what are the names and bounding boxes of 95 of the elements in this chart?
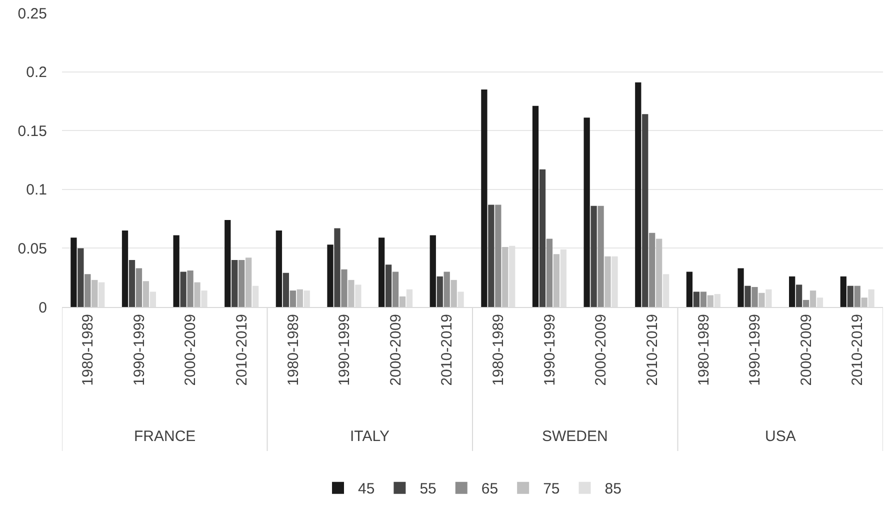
bar xyxy=(282,272,289,307)
bar xyxy=(341,269,348,307)
bar xyxy=(752,287,758,307)
x-tick-label: 2010-2019 xyxy=(644,314,661,386)
bar xyxy=(635,82,642,307)
x-tick-label: 1990-1999 xyxy=(541,314,558,386)
bar xyxy=(649,232,656,307)
bar xyxy=(539,169,546,307)
legend-label: 65 xyxy=(481,480,498,498)
bar xyxy=(444,272,450,307)
bar xyxy=(246,258,252,307)
x-tick-label: 2010-2019 xyxy=(438,314,456,386)
bar xyxy=(810,290,816,307)
bar xyxy=(693,292,700,307)
bar xyxy=(642,114,648,307)
bar xyxy=(238,260,245,307)
bar xyxy=(84,274,91,307)
y-tick-label: 0.05 xyxy=(18,240,47,258)
bar xyxy=(92,280,98,307)
bar xyxy=(861,298,868,307)
bar xyxy=(707,295,714,307)
x-tick-label: 2010-2019 xyxy=(849,314,866,386)
x-tick-label: 1980-1989 xyxy=(695,314,712,386)
bar xyxy=(789,276,796,307)
bar xyxy=(290,290,296,307)
x-tick-label: 2000-2009 xyxy=(592,314,610,386)
x-tick-label: 2010-2019 xyxy=(233,314,250,386)
bar xyxy=(590,206,597,307)
bar xyxy=(392,272,399,307)
bar xyxy=(546,238,553,307)
bar xyxy=(796,284,802,307)
bar xyxy=(802,300,810,307)
bar xyxy=(700,292,706,307)
bar xyxy=(738,268,744,307)
legend-label: 45 xyxy=(358,480,375,498)
legend-label: 55 xyxy=(420,480,436,498)
bar xyxy=(142,281,150,307)
bar xyxy=(502,247,508,307)
bar xyxy=(327,244,334,307)
bar xyxy=(70,238,77,307)
bar xyxy=(686,272,693,307)
bar xyxy=(385,264,392,307)
bar xyxy=(334,228,340,307)
legend-label: 75 xyxy=(543,480,560,498)
bar xyxy=(194,282,200,307)
bar xyxy=(604,256,611,307)
y-tick-label: 0.1 xyxy=(26,182,47,199)
bar xyxy=(532,106,539,307)
bar xyxy=(224,220,231,307)
bar xyxy=(584,118,590,307)
text: USA xyxy=(765,428,796,445)
x-tick-label: 1980-1989 xyxy=(284,314,302,386)
bar xyxy=(122,230,128,307)
bar xyxy=(450,280,457,307)
bar xyxy=(430,235,436,307)
bar xyxy=(744,286,751,307)
bar xyxy=(488,204,494,307)
x-tick-label: 2000-2009 xyxy=(387,314,404,386)
bar xyxy=(173,235,180,307)
bar xyxy=(553,254,560,307)
bar xyxy=(276,230,282,307)
bar xyxy=(378,238,385,307)
x-tick-label: 1980-1989 xyxy=(80,314,97,386)
y-tick-label: 0.2 xyxy=(26,64,47,82)
legend-label: 85 xyxy=(604,480,622,498)
x-tick-label: 1990-1999 xyxy=(746,314,764,386)
bar xyxy=(399,296,406,307)
bar xyxy=(232,260,238,307)
bar xyxy=(840,276,846,307)
x-tick-label: 1990-1999 xyxy=(336,314,354,386)
y-tick-label: 0 xyxy=(38,299,47,316)
bar xyxy=(656,238,662,307)
x-tick-label: 2000-2009 xyxy=(182,314,200,386)
x-tick-label: 1980-1989 xyxy=(490,314,508,386)
bar xyxy=(758,292,765,307)
bar xyxy=(136,268,142,307)
text: SWEDEN xyxy=(542,428,608,445)
bar xyxy=(847,286,854,307)
text: FRANCE xyxy=(134,428,196,445)
bar xyxy=(598,206,604,307)
bar xyxy=(481,89,488,307)
x-tick-label: 1990-1999 xyxy=(130,314,148,386)
x-tick-label: 2000-2009 xyxy=(798,314,815,386)
bar xyxy=(436,276,443,307)
bar xyxy=(296,289,303,307)
y-tick-label: 0.15 xyxy=(18,122,47,140)
bar xyxy=(348,280,354,307)
y-tick-label: 0.25 xyxy=(18,5,47,22)
text: ITALY xyxy=(350,428,390,445)
bar xyxy=(180,272,186,307)
bar xyxy=(854,286,860,307)
bar xyxy=(187,270,194,307)
bar xyxy=(128,260,136,307)
bar xyxy=(78,248,84,307)
bar xyxy=(495,204,502,307)
